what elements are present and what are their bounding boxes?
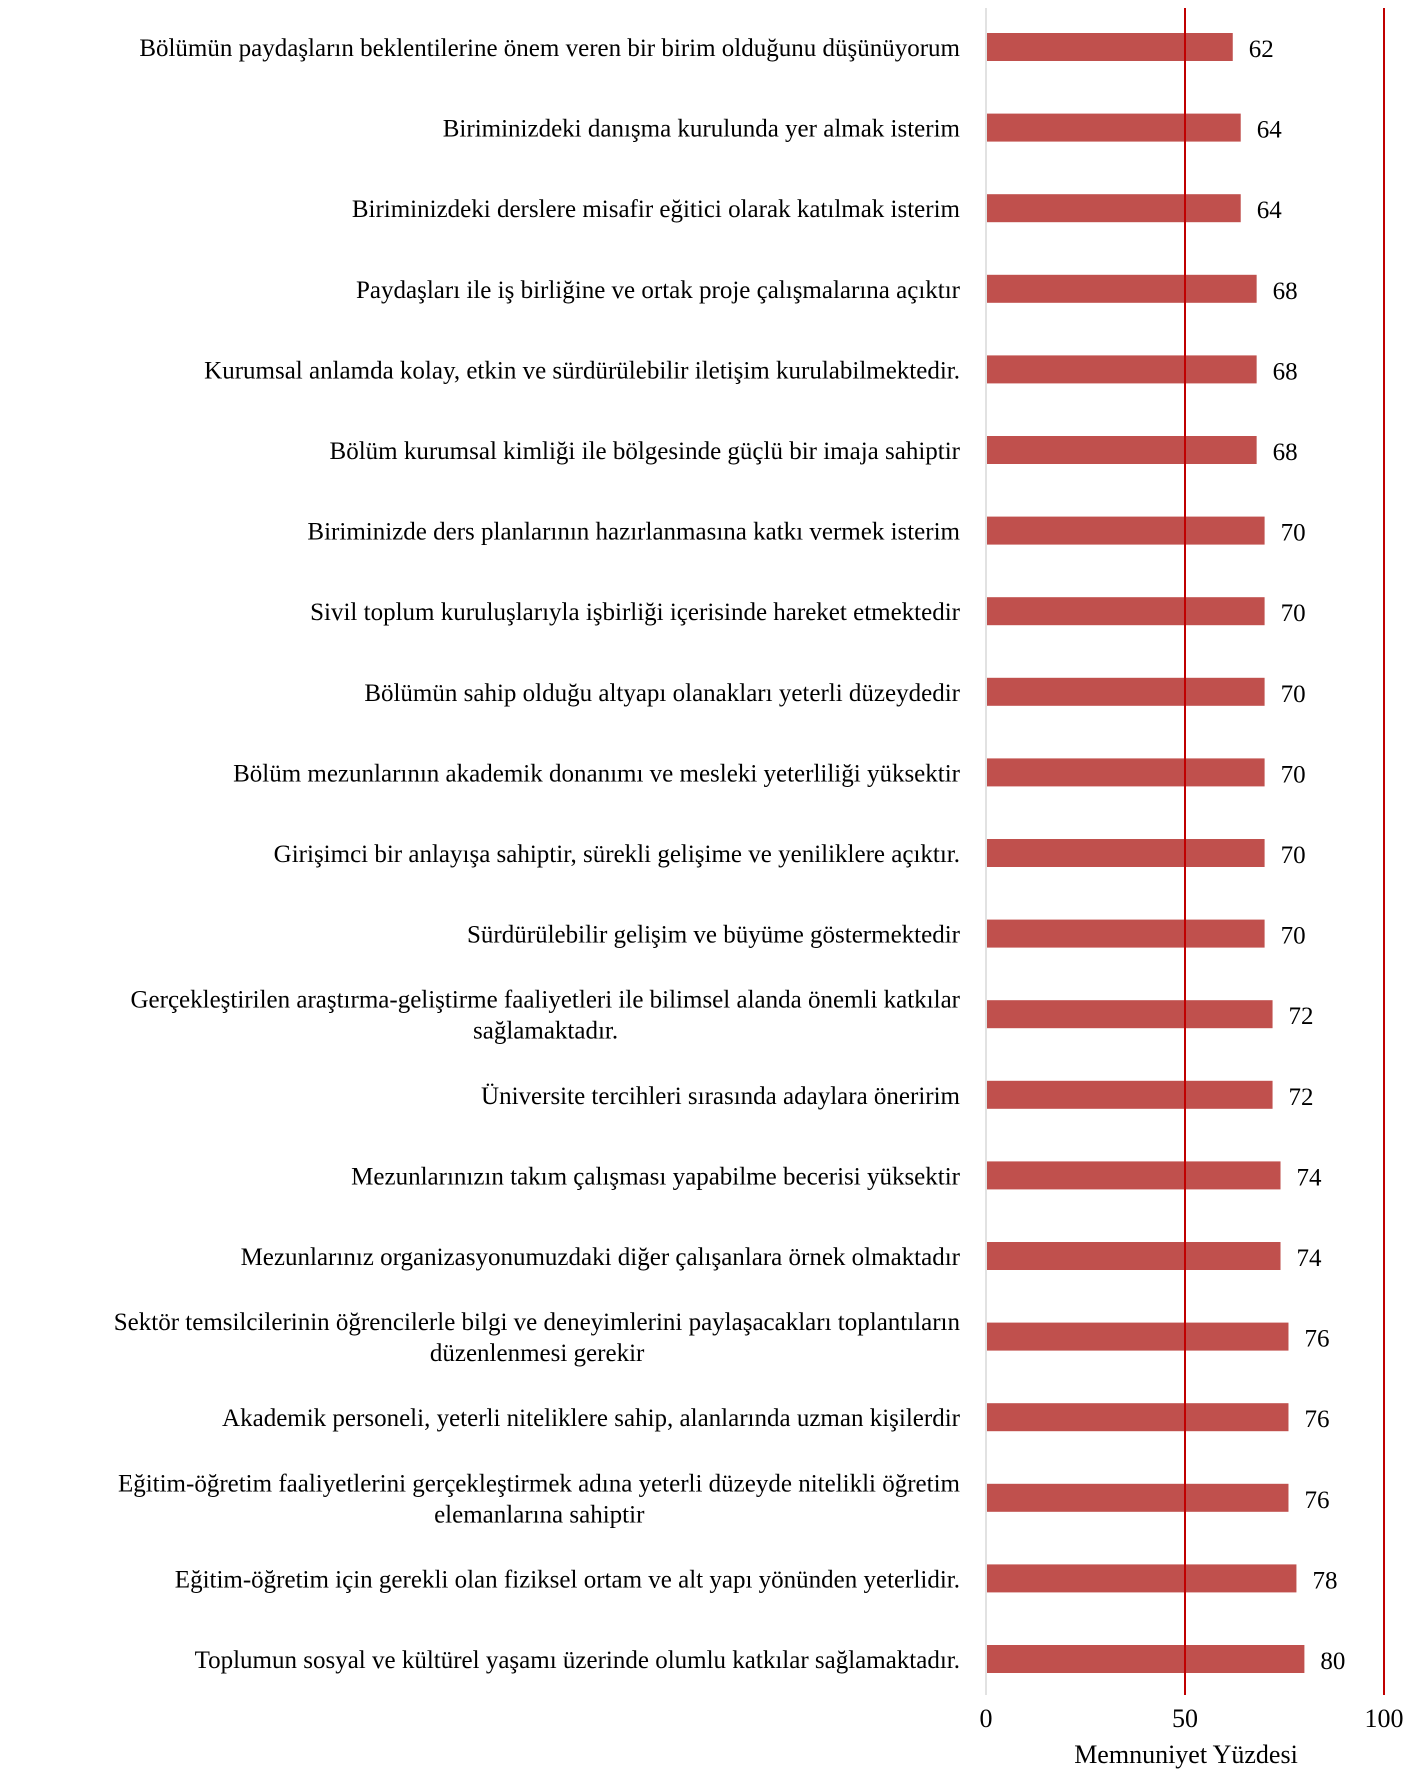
data-label-1: 62: [1249, 36, 1274, 63]
data-label-8: 70: [1281, 600, 1306, 627]
bar-13: [987, 1000, 1273, 1029]
data-label-2: 64: [1257, 117, 1283, 144]
bar-14: [987, 1080, 1273, 1109]
bar-5: [987, 355, 1257, 384]
category-label-12: Sürdürülebilir gelişim ve büyüme gösterm…: [467, 922, 961, 949]
bar-18: [987, 1403, 1289, 1432]
data-label-13: 72: [1289, 1003, 1314, 1030]
category-label-17-line-1: Sektör temsilcilerinin öğrencilerle bilg…: [114, 1309, 961, 1336]
bar-2: [987, 113, 1241, 142]
x-tick-label-100: 100: [1365, 1704, 1404, 1733]
category-label-11: Girişimci bir anlayışa sahiptir, sürekli…: [274, 841, 960, 868]
category-label-7: Biriminizde ders planlarının hazırlanmas…: [307, 519, 960, 546]
category-label-14: Üniversite tercihleri sırasında adaylara…: [481, 1083, 961, 1110]
bars-layer: [987, 33, 1305, 1673]
category-label-20: Eğitim-öğretim için gerekli olan fizikse…: [175, 1566, 960, 1593]
bar-9: [987, 677, 1265, 706]
category-label-10: Bölüm mezunlarının akademik donanımı ve …: [233, 760, 961, 787]
bar-4: [987, 274, 1257, 303]
bar-12: [987, 919, 1265, 948]
category-label-13-line-2: sağlamaktadır.: [473, 1018, 618, 1045]
category-label-6: Bölüm kurumsal kimliği ile bölgesinde gü…: [330, 438, 961, 465]
data-label-18: 76: [1304, 1406, 1329, 1433]
category-label-18: Akademik personeli, yeterli niteliklere …: [222, 1405, 961, 1432]
x-tick-labels: 0 50 100: [980, 1704, 1404, 1733]
data-label-7: 70: [1281, 520, 1306, 547]
category-label-4: Paydaşları ile iş birliğine ve ortak pro…: [356, 277, 961, 304]
bar-20: [987, 1564, 1297, 1593]
category-label-13-line-1: Gerçekleştirilen araştırma-geliştirme fa…: [130, 987, 960, 1014]
bar-11: [987, 839, 1265, 867]
data-label-17: 76: [1304, 1326, 1329, 1353]
bar-8: [987, 597, 1265, 626]
data-label-11: 70: [1281, 842, 1306, 869]
x-axis-title: Memnuniyet Yüzdesi: [1074, 1740, 1298, 1769]
category-label-16: Mezunlarınız organizasyonumuzdaki diğer …: [241, 1244, 961, 1271]
x-tick-label-50: 50: [1172, 1704, 1198, 1733]
bar-3: [987, 194, 1241, 223]
category-label-5: Kurumsal anlamda kolay, etkin ve sürdürü…: [204, 357, 960, 384]
data-labels: 62 64 64 68 68 68 70 70 70 70 70 70 72 72 74 74 76 76 76 78…: [1249, 36, 1346, 1675]
bar-19: [987, 1483, 1289, 1512]
category-label-2: Biriminizdeki danışma kurulunda yer alma…: [443, 116, 961, 143]
data-label-16: 74: [1297, 1245, 1323, 1272]
category-label-1: Bölümün paydaşların beklentilerine önem …: [139, 35, 960, 62]
category-label-19-line-1: Eğitim-öğretim faaliyetlerini gerçekleşt…: [118, 1470, 961, 1497]
category-label-17-line-2: düzenlenmesi gerekir: [430, 1340, 645, 1367]
bar-10: [987, 758, 1265, 787]
data-label-5: 68: [1273, 358, 1298, 385]
category-label-8: Sivil toplum kuruluşlarıyla işbirliği iç…: [310, 599, 961, 626]
category-label-21: Toplumun sosyal ve kültürel yaşamı üzeri…: [195, 1647, 960, 1674]
category-label-3: Biriminizdeki derslere misafir eğitici o…: [352, 196, 961, 223]
data-label-12: 70: [1281, 923, 1306, 950]
data-label-15: 74: [1297, 1164, 1323, 1191]
category-label-15: Mezunlarınızın takım çalışması yapabilme…: [351, 1163, 961, 1190]
bar-6: [987, 436, 1257, 464]
reference-lines: [1184, 8, 1385, 1695]
data-label-20: 78: [1312, 1567, 1337, 1594]
data-label-19: 76: [1304, 1487, 1329, 1514]
category-label-9: Bölümün sahip olduğu altyapı olanakları …: [364, 680, 960, 707]
bar-16: [987, 1242, 1281, 1270]
bar-1: [987, 33, 1233, 61]
data-label-14: 72: [1289, 1084, 1314, 1111]
data-label-3: 64: [1257, 197, 1283, 224]
bar-21: [987, 1645, 1305, 1673]
data-label-9: 70: [1281, 681, 1306, 708]
category-label-19-line-2: elemanlarına sahiptir: [434, 1501, 645, 1528]
bar-17: [987, 1322, 1289, 1351]
bar-15: [987, 1161, 1281, 1190]
data-label-21: 80: [1320, 1648, 1345, 1675]
data-label-4: 68: [1273, 278, 1298, 305]
x-tick-label-0: 0: [980, 1704, 993, 1733]
bar-7: [987, 516, 1265, 545]
category-labels: Bölümün paydaşların beklentilerine önem …: [114, 35, 961, 1674]
data-label-10: 70: [1281, 761, 1306, 788]
data-label-6: 68: [1273, 439, 1298, 466]
